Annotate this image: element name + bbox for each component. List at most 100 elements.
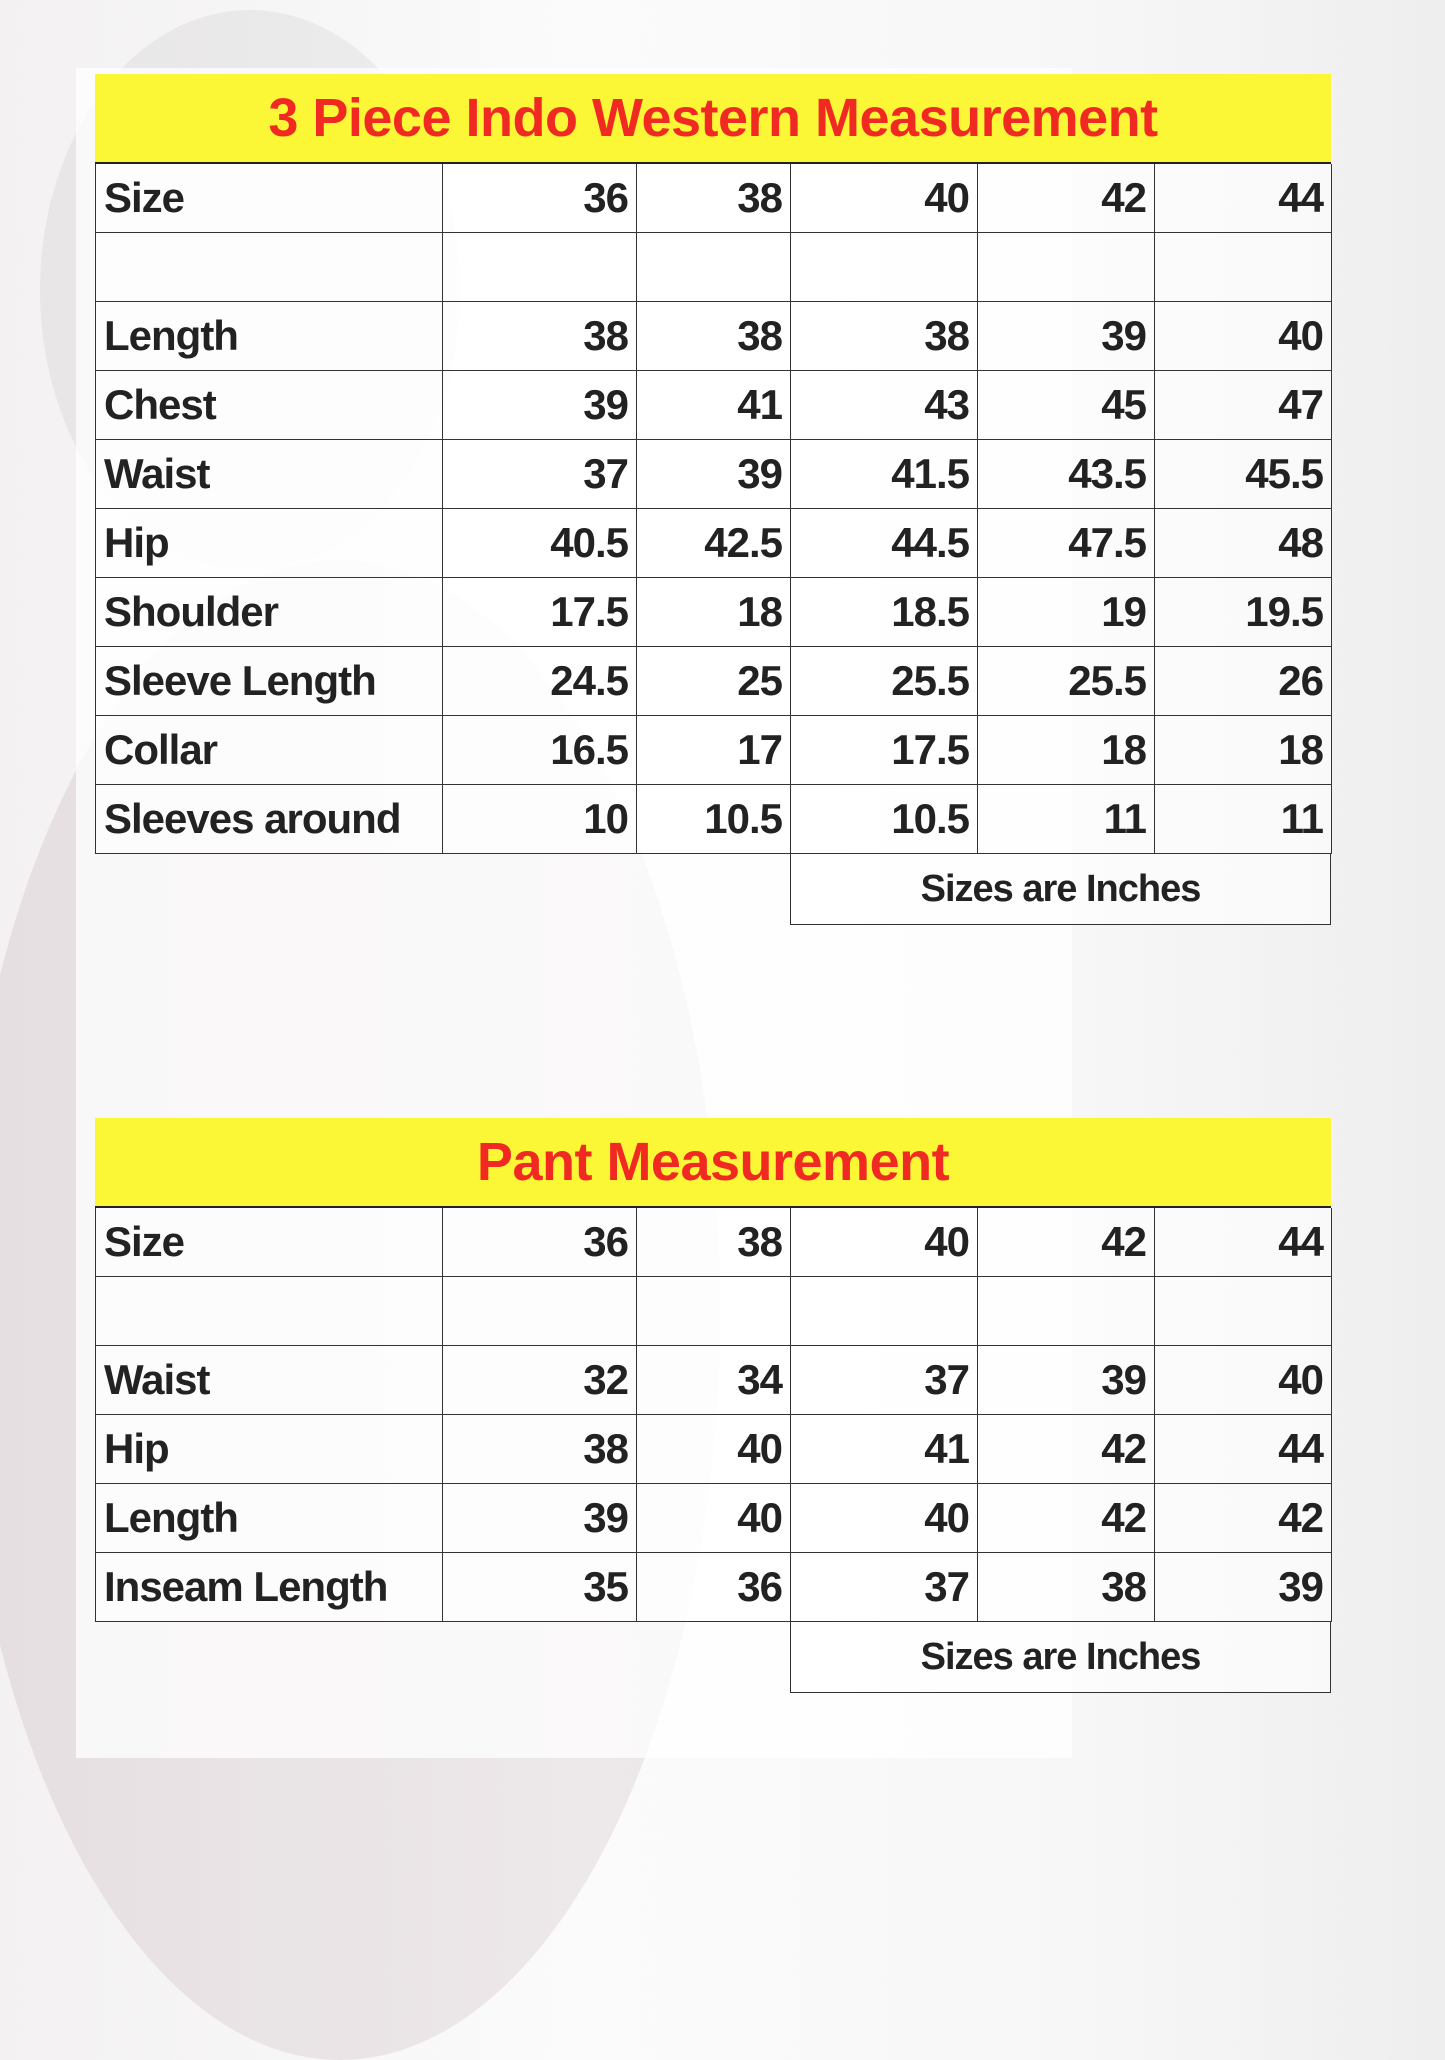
row-label: Hip xyxy=(95,508,443,578)
indo-western-size-chart: 3 Piece Indo Western Measurement Size 36 38… xyxy=(95,74,1332,925)
measurement-value: 35 xyxy=(442,1552,637,1622)
empty-cell xyxy=(636,232,791,302)
measurement-value: 40 xyxy=(636,1414,791,1484)
size-table: Size 36 38 40 42 44 Waist 32 34 37 39 40 Hip 38 40 41 42… xyxy=(95,1208,1332,1622)
measurement-value: 38 xyxy=(790,301,978,371)
measurement-value: 34 xyxy=(636,1345,791,1415)
measurement-row: Chest 39 41 43 45 47 xyxy=(95,370,1332,440)
size-value: 36 xyxy=(442,164,637,233)
row-label: Sleeves around xyxy=(95,784,443,854)
measurement-value: 44.5 xyxy=(790,508,978,578)
row-label: Collar xyxy=(95,715,443,785)
measurement-value: 19 xyxy=(977,577,1155,647)
measurement-row: Sleeve Length 24.5 25 25.5 25.5 26 xyxy=(95,646,1332,716)
empty-cell xyxy=(977,232,1155,302)
measurement-value: 17 xyxy=(636,715,791,785)
measurement-value: 18.5 xyxy=(790,577,978,647)
measurement-value: 48 xyxy=(1154,508,1332,578)
measurement-value: 47 xyxy=(1154,370,1332,440)
measurement-value: 42 xyxy=(977,1414,1155,1484)
measurement-value: 47.5 xyxy=(977,508,1155,578)
measurement-row: Length 39 40 40 42 42 xyxy=(95,1483,1332,1553)
measurement-value: 19.5 xyxy=(1154,577,1332,647)
empty-cell xyxy=(636,1276,791,1346)
units-note: Sizes are Inches xyxy=(790,854,1331,925)
measurement-value: 10 xyxy=(442,784,637,854)
measurement-value: 32 xyxy=(442,1345,637,1415)
empty-cell xyxy=(442,1276,637,1346)
empty-cell xyxy=(442,232,637,302)
measurement-value: 39 xyxy=(977,301,1155,371)
size-value: 42 xyxy=(977,164,1155,233)
measurement-row: Shoulder 17.5 18 18.5 19 19.5 xyxy=(95,577,1332,647)
measurement-value: 25.5 xyxy=(790,646,978,716)
measurement-value: 38 xyxy=(977,1552,1155,1622)
measurement-value: 38 xyxy=(442,301,637,371)
measurement-value: 10.5 xyxy=(636,784,791,854)
size-value: 40 xyxy=(790,164,978,233)
measurement-value: 37 xyxy=(442,439,637,509)
measurement-value: 39 xyxy=(442,370,637,440)
empty-cell xyxy=(1154,232,1332,302)
measurement-value: 45.5 xyxy=(1154,439,1332,509)
measurement-value: 42.5 xyxy=(636,508,791,578)
empty-cell xyxy=(95,232,443,302)
measurement-value: 44 xyxy=(1154,1414,1332,1484)
measurement-value: 43 xyxy=(790,370,978,440)
measurement-value: 45 xyxy=(977,370,1155,440)
measurement-value: 18 xyxy=(636,577,791,647)
size-value: 44 xyxy=(1154,164,1332,233)
empty-row xyxy=(95,232,1332,302)
measurement-value: 40 xyxy=(1154,301,1332,371)
measurement-value: 39 xyxy=(1154,1552,1332,1622)
measurement-value: 25 xyxy=(636,646,791,716)
chart-title: 3 Piece Indo Western Measurement xyxy=(95,74,1331,164)
measurement-row: Sleeves around 10 10.5 10.5 11 11 xyxy=(95,784,1332,854)
measurement-value: 41 xyxy=(636,370,791,440)
size-value: 38 xyxy=(636,1208,791,1277)
empty-cell xyxy=(1154,1276,1332,1346)
measurement-value: 39 xyxy=(977,1345,1155,1415)
measurement-value: 10.5 xyxy=(790,784,978,854)
row-label: Inseam Length xyxy=(95,1552,443,1622)
measurement-value: 40.5 xyxy=(442,508,637,578)
row-label: Length xyxy=(95,1483,443,1553)
size-header-row: Size 36 38 40 42 44 xyxy=(95,1208,1332,1277)
measurement-value: 37 xyxy=(790,1552,978,1622)
size-header-row: Size 36 38 40 42 44 xyxy=(95,164,1332,233)
chart-title: Pant Measurement xyxy=(95,1118,1331,1208)
size-value: 44 xyxy=(1154,1208,1332,1277)
measurement-value: 37 xyxy=(790,1345,978,1415)
measurement-value: 38 xyxy=(636,301,791,371)
measurement-value: 26 xyxy=(1154,646,1332,716)
row-label: Sleeve Length xyxy=(95,646,443,716)
row-label: Size xyxy=(95,164,443,233)
measurement-value: 40 xyxy=(636,1483,791,1553)
row-label: Chest xyxy=(95,370,443,440)
row-label: Shoulder xyxy=(95,577,443,647)
size-value: 42 xyxy=(977,1208,1155,1277)
measurement-value: 11 xyxy=(977,784,1155,854)
measurement-value: 25.5 xyxy=(977,646,1155,716)
measurement-value: 39 xyxy=(636,439,791,509)
row-label: Length xyxy=(95,301,443,371)
empty-cell xyxy=(95,1276,443,1346)
measurement-value: 38 xyxy=(442,1414,637,1484)
empty-row xyxy=(95,1276,1332,1346)
size-table: Size 36 38 40 42 44 Length 38 38 38 39 40 Chest 39 41 4… xyxy=(95,164,1332,854)
units-note: Sizes are Inches xyxy=(790,1622,1331,1693)
row-label: Size xyxy=(95,1208,443,1277)
size-value: 36 xyxy=(442,1208,637,1277)
measurement-value: 16.5 xyxy=(442,715,637,785)
measurement-row: Length 38 38 38 39 40 xyxy=(95,301,1332,371)
size-value: 40 xyxy=(790,1208,978,1277)
measurement-value: 42 xyxy=(977,1483,1155,1553)
empty-cell xyxy=(790,232,978,302)
measurement-row: Hip 38 40 41 42 44 xyxy=(95,1414,1332,1484)
row-label: Hip xyxy=(95,1414,443,1484)
measurement-value: 41 xyxy=(790,1414,978,1484)
measurement-value: 24.5 xyxy=(442,646,637,716)
measurement-value: 36 xyxy=(636,1552,791,1622)
measurement-value: 11 xyxy=(1154,784,1332,854)
size-value: 38 xyxy=(636,164,791,233)
